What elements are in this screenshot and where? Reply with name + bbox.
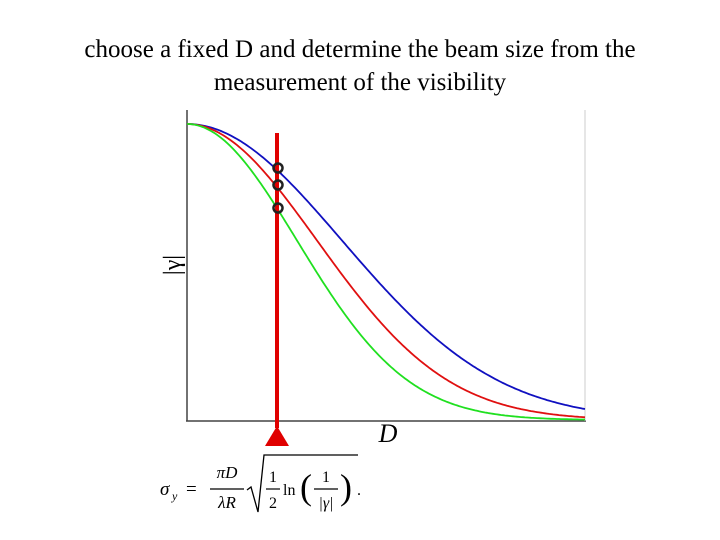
measurement-point <box>272 202 284 214</box>
formula-equals: = <box>186 479 197 500</box>
measurement-point <box>272 162 284 174</box>
formula: σ y = πD λR 1 2 ln ( 1 |γ| ) . <box>160 454 361 513</box>
formula-denominator: 2 <box>269 495 277 512</box>
arrow-head <box>265 426 289 446</box>
sqrt-sign <box>246 454 358 513</box>
formula-end: . <box>357 482 361 499</box>
formula-ln: ln <box>283 482 295 499</box>
paren: ( <box>300 467 312 507</box>
formula-numerator: 1 <box>269 469 277 486</box>
curve <box>187 123 586 419</box>
title-line: measurement of the visibility <box>214 69 507 96</box>
curve <box>187 123 586 421</box>
paren: ) <box>340 467 352 507</box>
y-axis-label: |γ| <box>160 255 186 275</box>
curve <box>187 123 586 410</box>
formula-denominator: λR <box>217 493 236 512</box>
x-axis-label: D <box>378 419 398 448</box>
formula-denominator: |γ| <box>318 495 333 512</box>
formula-lhs: σ <box>160 479 170 500</box>
plot <box>186 110 586 422</box>
formula-numerator: 1 <box>322 469 330 486</box>
measurement-point <box>272 179 284 191</box>
title-line: choose a fixed D and determine the beam … <box>84 36 635 63</box>
formula-sub: y <box>171 489 178 503</box>
formula-numerator: πD <box>217 463 239 482</box>
